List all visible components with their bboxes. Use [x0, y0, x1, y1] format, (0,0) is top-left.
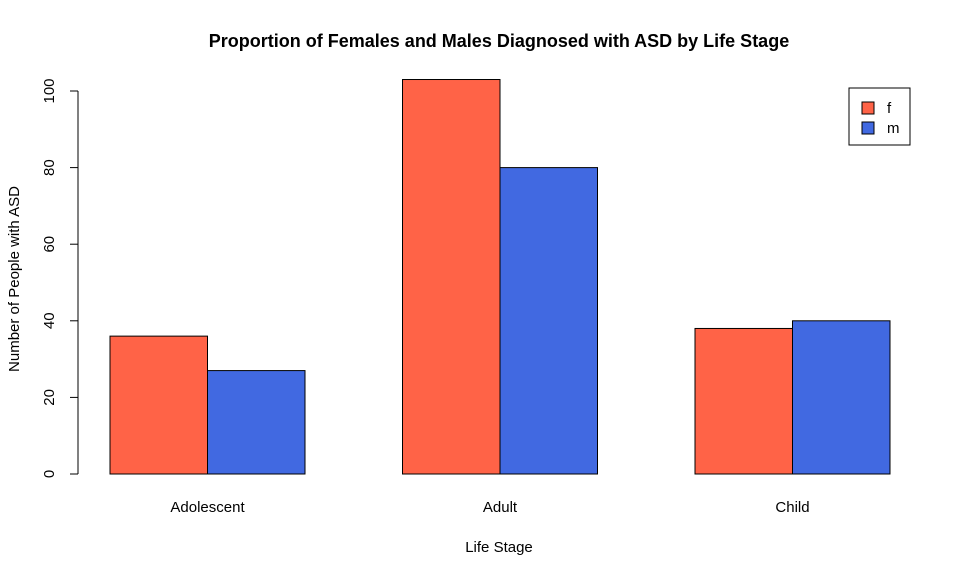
x-tick-label: Adult	[483, 499, 518, 516]
x-axis-label: Life Stage	[465, 539, 533, 556]
bar-child-m	[792, 320, 891, 475]
bar-adolescent-f	[109, 335, 208, 475]
legend-label-f: f	[887, 100, 892, 117]
y-tick-label: 20	[41, 389, 58, 406]
chart-title: Proportion of Females and Males Diagnose…	[209, 31, 789, 51]
x-tick-label: Adolescent	[170, 499, 245, 516]
bar-child-f	[694, 327, 793, 475]
legend-box	[848, 87, 911, 146]
legend-label-m: m	[887, 120, 900, 137]
legend-swatch-m	[861, 121, 875, 135]
bars-group	[109, 79, 891, 475]
y-tick-label: 0	[41, 470, 58, 478]
y-tick-label: 40	[41, 312, 58, 329]
y-tick-label: 100	[41, 78, 58, 103]
bar-adult-f	[402, 79, 501, 475]
legend: fm	[848, 87, 911, 146]
bar-adolescent-m	[207, 370, 306, 475]
y-axis: 0 20 40 60 80 100	[41, 78, 79, 478]
bar-adult-m	[499, 167, 598, 475]
y-tick-label: 80	[41, 159, 58, 176]
y-tick-label: 60	[41, 236, 58, 253]
x-tick-label: Child	[775, 499, 809, 516]
y-axis-label: Number of People with ASD	[6, 186, 23, 372]
x-tick-labels: Adolescent Adult Child	[170, 499, 809, 516]
legend-swatch-f	[861, 101, 875, 115]
